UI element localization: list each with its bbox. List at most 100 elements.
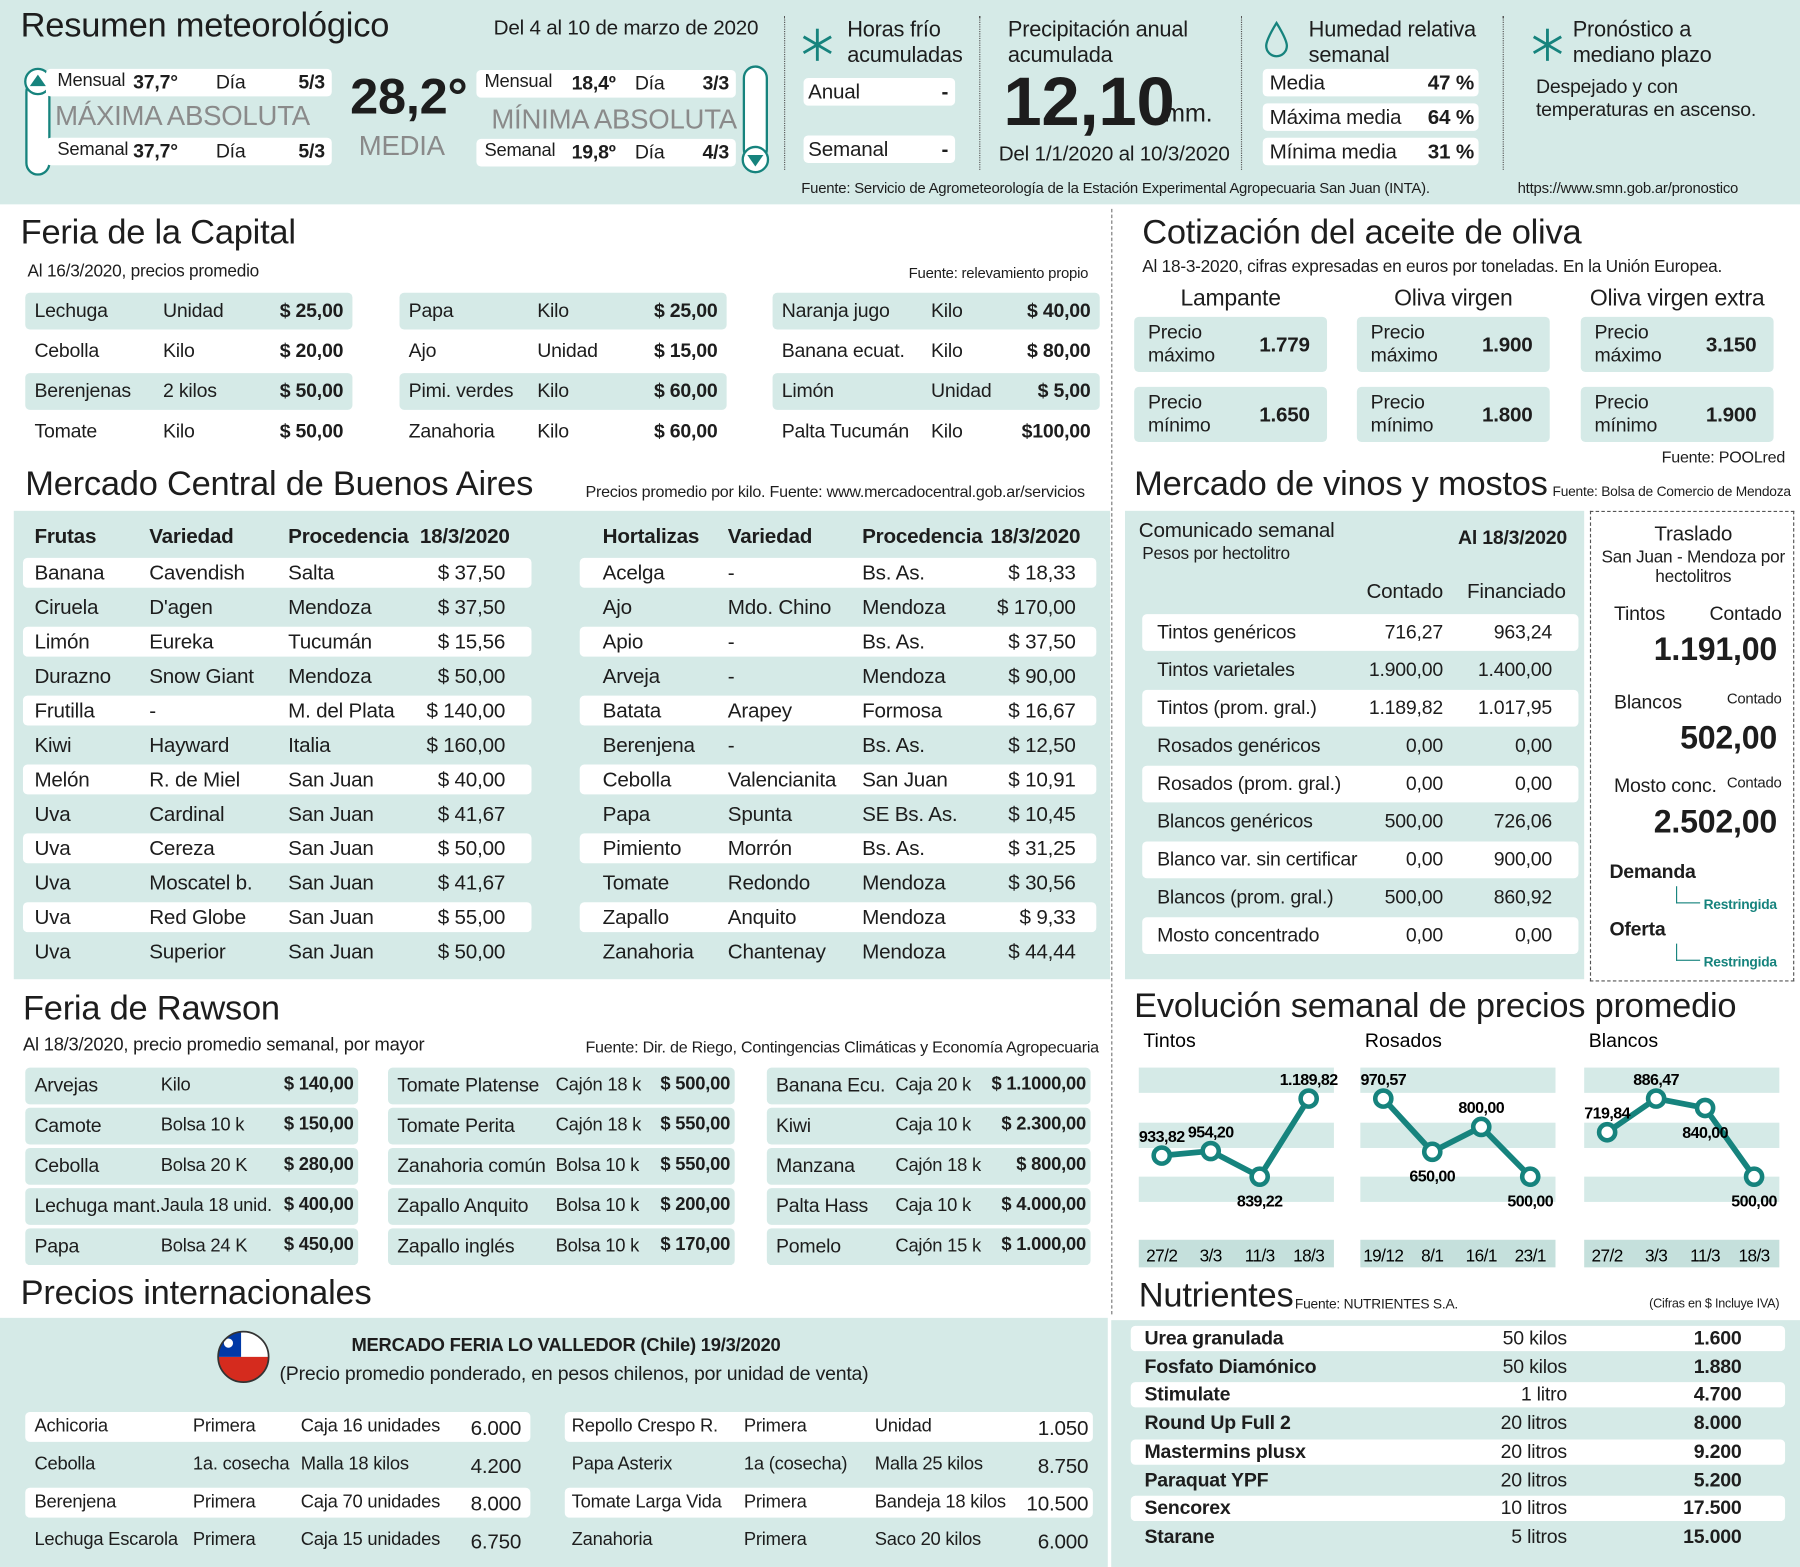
x-tick-label: 3/3	[1200, 1246, 1222, 1266]
band	[1138, 1122, 1334, 1148]
period: Del 4 al 10 de marzo de 2020	[493, 16, 759, 40]
section-title: Feria de la Capital	[20, 213, 296, 252]
text: 64 %	[1427, 105, 1474, 129]
text: Naranja jugo	[781, 299, 890, 322]
text: 6.000	[1037, 1530, 1089, 1554]
text: Bs. As.	[862, 630, 925, 654]
text: Cebolla	[34, 1154, 100, 1177]
text: Round Up Full 2	[1144, 1412, 1291, 1434]
row-background	[1142, 689, 1579, 727]
row-background	[25, 1487, 531, 1518]
text: $ 60,00	[653, 379, 718, 402]
text: Berenjena	[602, 733, 695, 757]
text: Fosfato Diamónico	[1144, 1355, 1317, 1378]
text: -	[727, 733, 735, 757]
text: Arveja	[602, 664, 660, 688]
text: 1.017,95	[1477, 696, 1553, 719]
text: Media	[1269, 71, 1325, 95]
text: $ 10,45	[1008, 802, 1076, 826]
text: 1.800	[1481, 402, 1533, 426]
snowflake-icon	[1532, 28, 1562, 61]
forecast-text: Despejado y con temperaturas en ascenso.	[1535, 75, 1757, 121]
text: Superior	[149, 940, 226, 964]
text: Apio	[602, 630, 644, 654]
row-background	[579, 764, 1097, 795]
panel-background	[13, 510, 1111, 980]
text: Uva	[34, 802, 71, 826]
row-background	[25, 1147, 359, 1185]
text: Primera	[743, 1530, 807, 1550]
text: Mendoza	[862, 905, 946, 929]
column-header: Contado	[1366, 579, 1443, 603]
text: $ 40,00	[437, 767, 506, 791]
row-background	[1580, 316, 1774, 372]
text: Arvejas	[34, 1074, 98, 1097]
text: Primera	[192, 1416, 256, 1437]
text: Stimulate	[1144, 1383, 1231, 1406]
text: 50 kilos	[1502, 1327, 1568, 1349]
text: Uva	[34, 836, 71, 860]
row-background	[803, 135, 956, 164]
text: Tomate Perita	[397, 1114, 515, 1137]
text: Kilo	[163, 420, 195, 442]
text: Cajón 18 k	[555, 1115, 642, 1136]
text: Salta	[288, 561, 335, 585]
text: Kilo	[537, 299, 569, 322]
text: Spunta	[727, 802, 792, 826]
text: $ 12,50	[1008, 733, 1076, 757]
value-label: 886,47	[1633, 1071, 1679, 1089]
row-background	[45, 68, 332, 97]
text: Uva	[34, 905, 71, 929]
text: Cajón 18 k	[895, 1155, 981, 1176]
connector	[1676, 943, 1701, 961]
box-title: Horas frío acumuladas	[847, 18, 963, 68]
text: Rosados (prom. gral.)	[1157, 772, 1342, 795]
row-background	[1142, 841, 1579, 879]
text: Unidad	[537, 339, 598, 362]
value: Restringida	[1703, 896, 1777, 913]
row-background	[579, 626, 1097, 657]
section-title: Feria de Rawson	[22, 989, 280, 1028]
text: Urea granulada	[1144, 1327, 1284, 1349]
text: Kiwi	[34, 733, 72, 757]
text: Mensual	[57, 71, 126, 91]
text: Berenjenas	[34, 379, 131, 402]
text: Precio máximo	[1594, 321, 1662, 366]
value-label: 719,84	[1584, 1104, 1630, 1122]
row-background	[399, 292, 727, 330]
text: Unidad	[163, 299, 224, 322]
panel-background	[1124, 510, 1585, 980]
text: 0,00	[1514, 924, 1553, 946]
line-chart: Rosados 19/12 8/1 16/1 23/1 970,57 650,00 800,0…	[1360, 1030, 1556, 1268]
point	[1298, 1088, 1320, 1109]
column-header: 18/3/2020	[990, 524, 1081, 548]
text: 4.700	[1693, 1383, 1742, 1406]
label: Oferta	[1609, 918, 1666, 941]
text: Zanahoria	[408, 420, 495, 442]
row-background	[1130, 1325, 1786, 1352]
text: Contado	[1726, 689, 1782, 708]
value-label: 970,57	[1360, 1071, 1406, 1089]
text: 3/3	[702, 72, 729, 95]
text: Zanahoria	[602, 940, 694, 964]
text: Cebolla	[34, 339, 100, 362]
text: 716,27	[1384, 621, 1444, 643]
text: $ 4.000,00	[1001, 1195, 1086, 1215]
thermometer-down-icon	[741, 65, 770, 174]
label: MÁXIMA ABSOLUTA	[55, 101, 310, 133]
text: 17.500	[1683, 1497, 1742, 1519]
text: $ 37,50	[437, 561, 506, 585]
text: Kilo	[930, 339, 963, 362]
row-background	[766, 1188, 1091, 1225]
section-title: Nutrientes	[1138, 1276, 1294, 1315]
source: Fuente: POOLred	[1661, 447, 1786, 467]
text: San Juan	[862, 767, 948, 791]
panel-background	[0, 1317, 1108, 1567]
text: Contado	[1726, 773, 1782, 791]
row-background	[1134, 316, 1328, 372]
text: $ 160,00	[426, 733, 506, 757]
row-background	[25, 373, 353, 410]
source: Precios promedio por kilo. Fuente: www.m…	[585, 482, 1085, 501]
text: $ 550,00	[660, 1154, 731, 1175]
